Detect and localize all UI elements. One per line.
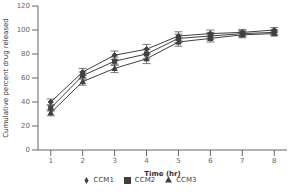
html-text:CCM1: CCM1 (93, 176, 114, 184)
svg-text:1: 1 (49, 157, 53, 165)
svg-text:100: 100 (17, 26, 30, 34)
svg-text:40: 40 (21, 98, 30, 106)
svg-text:3: 3 (112, 157, 116, 165)
svg-text:4: 4 (144, 157, 149, 165)
svg-text:6: 6 (208, 157, 213, 165)
svg-text:60: 60 (21, 74, 30, 82)
svg-text:Cumulative percent drug releas: Cumulative percent drug released (8, 18, 10, 138)
svg-text:2: 2 (80, 157, 84, 165)
svg-text:20: 20 (21, 122, 30, 130)
svg-text:120: 120 (17, 2, 30, 10)
svg-text:5: 5 (176, 157, 180, 165)
svg-text:80: 80 (21, 50, 30, 58)
svg-text:Time (hr): Time (hr) (144, 170, 181, 178)
svg-text:0: 0 (26, 146, 30, 154)
svg-text:7: 7 (240, 157, 244, 165)
html-text:CCM2: CCM2 (134, 176, 156, 184)
html-text:CCM3: CCM3 (176, 176, 197, 184)
svg-text:8: 8 (272, 157, 276, 165)
